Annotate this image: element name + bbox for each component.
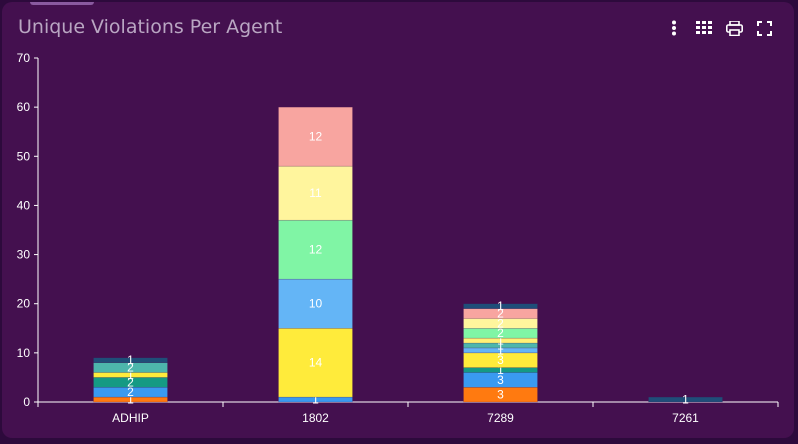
bar-segment (278, 165, 353, 221)
bar-data-label: 1 (682, 393, 689, 407)
bar-segment (278, 396, 353, 403)
x-tick-label: 1802 (302, 411, 329, 425)
y-tick-label: 40 (17, 198, 31, 212)
bar-segment (648, 396, 723, 403)
bar-data-label: 12 (309, 243, 323, 257)
y-tick-label: 0 (23, 395, 30, 409)
chart-toolbar (664, 18, 774, 38)
bar-data-label: 1 (497, 338, 504, 352)
bar-segment (278, 219, 353, 280)
bar-data-label: 14 (309, 356, 323, 370)
bar-data-label: 1 (497, 343, 504, 357)
bar-segment (278, 106, 353, 167)
bar-data-label: 2 (497, 307, 504, 321)
y-tick-label: 10 (17, 346, 31, 360)
chart-title: Unique Violations Per Agent (18, 16, 283, 38)
bar-segment (278, 278, 353, 329)
x-tick-label: 7261 (672, 411, 699, 425)
print-icon[interactable] (724, 18, 744, 38)
y-tick-label: 60 (17, 100, 31, 114)
bar-data-label: 1 (127, 393, 134, 407)
more-vertical-icon[interactable] (664, 18, 684, 38)
grid-view-icon[interactable] (694, 18, 714, 38)
bar-data-label: 1 (497, 363, 504, 377)
bar-data-label: 1 (497, 299, 504, 313)
bar-data-label: 11 (309, 186, 322, 200)
bar-data-label: 3 (497, 373, 504, 387)
bar-segment (463, 303, 538, 309)
bar-data-label: 10 (309, 297, 323, 311)
y-tick-label: 30 (17, 248, 31, 262)
y-tick-label: 70 (17, 51, 31, 65)
bar-data-label: 3 (497, 353, 504, 367)
bar-data-label: 3 (497, 388, 504, 402)
bar-segment (278, 328, 353, 398)
bar-data-label: 1 (127, 368, 134, 382)
bar-data-label: 1 (127, 353, 134, 367)
bar-data-label: 1 (497, 334, 504, 348)
bar-segment (93, 357, 168, 363)
y-tick-label: 50 (17, 149, 31, 163)
bar-data-label: 2 (497, 316, 504, 330)
bar-data-label: 2 (127, 385, 134, 399)
y-tick-label: 20 (17, 297, 31, 311)
bar-data-label: 12 (309, 130, 323, 144)
bar-data-label: 2 (127, 375, 134, 389)
fullscreen-icon[interactable] (754, 18, 774, 38)
bar-data-label: 2 (127, 361, 134, 375)
x-tick-label: ADHIP (112, 411, 149, 425)
bar-data-label: 2 (497, 326, 504, 340)
bar-data-label: 1 (312, 393, 319, 407)
x-tick-label: 7289 (487, 411, 514, 425)
bar-segment (463, 347, 538, 354)
tab-accent (30, 2, 94, 5)
